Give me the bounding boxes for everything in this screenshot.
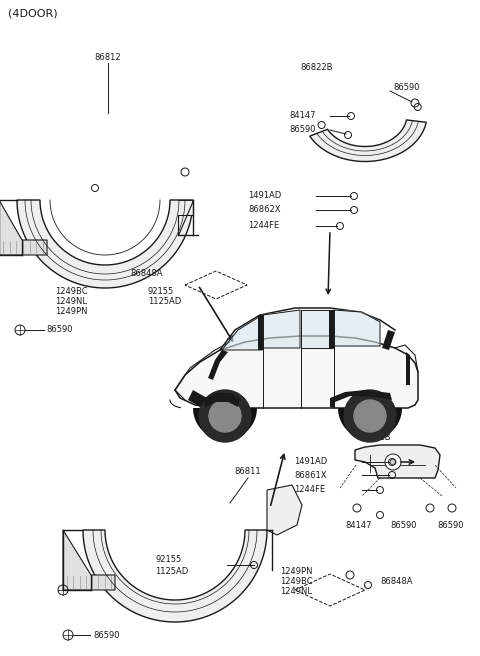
Polygon shape: [175, 336, 418, 408]
Text: 86822B: 86822B: [300, 64, 333, 73]
Text: 1249NL: 1249NL: [280, 588, 312, 596]
Polygon shape: [17, 200, 193, 288]
Polygon shape: [329, 310, 334, 348]
Polygon shape: [63, 530, 115, 590]
Text: 86590: 86590: [46, 325, 72, 335]
Polygon shape: [267, 485, 302, 535]
Text: 86862X: 86862X: [248, 205, 280, 215]
Polygon shape: [338, 408, 402, 440]
Polygon shape: [355, 445, 440, 478]
Polygon shape: [406, 352, 410, 385]
Polygon shape: [205, 393, 240, 407]
Text: 86848A: 86848A: [130, 270, 163, 279]
Polygon shape: [263, 310, 300, 348]
Text: 1244FE: 1244FE: [294, 485, 325, 495]
Polygon shape: [310, 120, 426, 161]
Polygon shape: [258, 315, 263, 350]
Text: 86590: 86590: [289, 125, 315, 134]
Text: 86812: 86812: [95, 52, 121, 62]
Circle shape: [344, 390, 396, 442]
Text: 1249PN: 1249PN: [55, 306, 87, 316]
Text: 86811: 86811: [235, 468, 261, 476]
Text: 1249BC: 1249BC: [280, 577, 312, 586]
Polygon shape: [301, 310, 333, 348]
Text: 86590: 86590: [390, 520, 417, 529]
Polygon shape: [83, 530, 267, 622]
Text: 86590: 86590: [93, 630, 120, 640]
Polygon shape: [188, 390, 207, 407]
Text: 1249BC: 1249BC: [55, 287, 88, 295]
Polygon shape: [222, 315, 262, 350]
Text: 92155: 92155: [155, 556, 181, 565]
Text: 86590: 86590: [437, 520, 464, 529]
Circle shape: [209, 400, 241, 432]
Polygon shape: [178, 200, 193, 235]
Polygon shape: [193, 408, 257, 440]
Circle shape: [199, 390, 251, 442]
Text: (4DOOR): (4DOOR): [8, 9, 58, 19]
Text: 1125AD: 1125AD: [155, 567, 188, 577]
Text: 1249PN: 1249PN: [280, 567, 312, 577]
Text: 92155: 92155: [148, 287, 174, 295]
Circle shape: [354, 400, 386, 432]
Text: 1491AD: 1491AD: [248, 192, 281, 201]
Text: 86848A: 86848A: [380, 577, 412, 586]
Text: 84147: 84147: [289, 112, 315, 121]
Text: 86861X: 86861X: [294, 470, 326, 480]
Text: 1249NL: 1249NL: [55, 297, 87, 306]
Polygon shape: [208, 350, 228, 380]
Text: 1491AD: 1491AD: [294, 457, 327, 466]
Text: 1125AD: 1125AD: [148, 297, 181, 306]
Polygon shape: [330, 390, 392, 408]
Text: 86821B: 86821B: [358, 432, 391, 441]
Circle shape: [390, 459, 396, 465]
Text: 1244FE: 1244FE: [248, 222, 279, 230]
Polygon shape: [382, 330, 395, 350]
Circle shape: [385, 454, 401, 470]
Polygon shape: [334, 310, 380, 346]
Text: 84147: 84147: [345, 520, 372, 529]
Polygon shape: [0, 200, 47, 255]
Text: 86590: 86590: [393, 83, 420, 92]
